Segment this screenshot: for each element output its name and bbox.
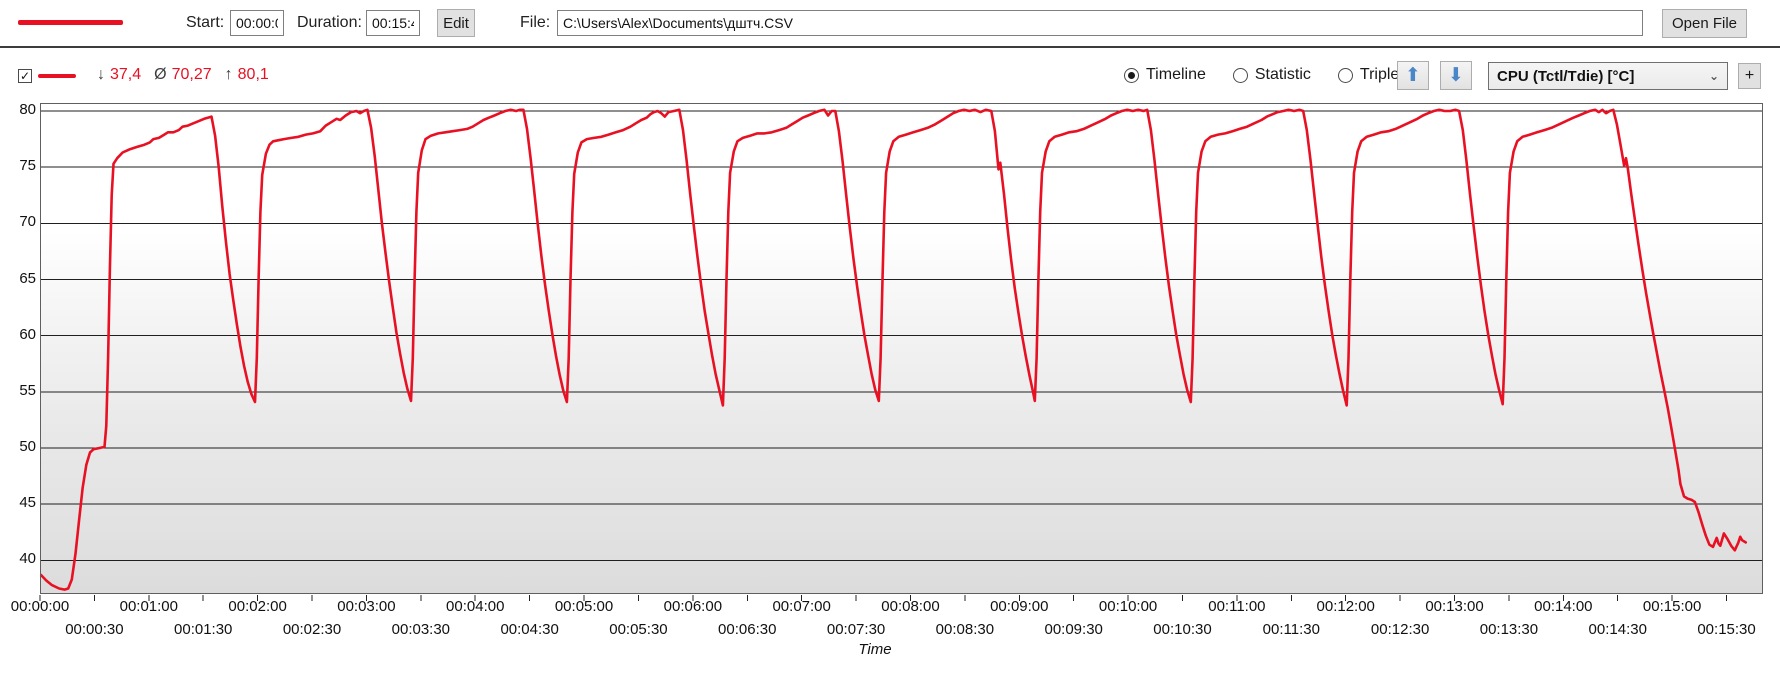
- view-mode-label: Triple: [1359, 66, 1400, 83]
- series-statistics: ↓ 37,4 Ø 70,27 ↑ 80,1: [97, 66, 269, 84]
- sensor-select-dropdown[interactable]: CPU (Tctl/Tdie) [°C] ⌄: [1488, 62, 1728, 90]
- x-axis-tick-label: 00:10:00: [1098, 598, 1158, 615]
- x-axis-tick-label: 00:04:00: [446, 598, 505, 615]
- start-label: Start:: [186, 14, 225, 31]
- x-axis-ticks: [39, 595, 1728, 601]
- y-axis-tick-label: 75: [19, 157, 36, 175]
- file-path-input[interactable]: [557, 10, 1643, 36]
- x-axis-tick-label: 00:14:00: [1534, 598, 1593, 615]
- move-series-down-button[interactable]: ⬇: [1440, 61, 1472, 90]
- x-axis-tick-label: 00:10:30: [1153, 621, 1212, 638]
- x-axis-tick-label: 00:15:30: [1697, 621, 1756, 638]
- series-color-swatch: [38, 74, 76, 78]
- y-axis-tick-label: 65: [19, 269, 36, 287]
- x-axis-tick-label: 00:05:00: [554, 598, 614, 615]
- view-mode-radio-group: Timeline Statistic Triple: [1124, 66, 1399, 84]
- time-axis-title: Time: [858, 641, 892, 658]
- min-value: 37,4: [110, 66, 142, 83]
- radio-icon: [1337, 67, 1353, 83]
- chart-svg: [41, 108, 1762, 591]
- radio-selected-icon: [1124, 67, 1139, 83]
- top-toolbar: Start: Duration: Edit File: Open File: [0, 0, 1780, 46]
- chevron-down-icon: ⌄: [1708, 69, 1719, 83]
- duration-input[interactable]: [366, 10, 420, 36]
- x-axis-tick-label: 00:00:00: [10, 598, 70, 615]
- x-axis-tick-label: 00:01:00: [119, 598, 178, 615]
- x-axis-tick-label: 00:08:30: [935, 621, 995, 638]
- x-axis-tick-label: 00:01:30: [174, 621, 233, 638]
- y-axis-tick-label: 45: [19, 494, 36, 512]
- x-axis-tick-label: 00:13:30: [1479, 621, 1539, 638]
- x-axis-tick-label: 00:07:00: [772, 598, 831, 615]
- add-series-button[interactable]: +: [1738, 63, 1761, 89]
- down-arrow-icon: ⬇: [1448, 65, 1464, 86]
- duration-label: Duration:: [297, 14, 362, 31]
- average-icon: Ø: [154, 66, 167, 83]
- view-mode-label: Statistic: [1254, 66, 1311, 83]
- move-series-up-button[interactable]: ⬆: [1397, 61, 1429, 90]
- series-visibility-checkbox[interactable]: ✓: [18, 69, 32, 83]
- x-axis-tick-label: 00:03:00: [337, 598, 396, 615]
- checkmark-icon: ✓: [19, 69, 31, 83]
- sensor-select-value: CPU (Tctl/Tdie) [°C]: [1497, 67, 1635, 85]
- x-axis-tick-label: 00:11:00: [1208, 598, 1266, 615]
- y-axis-tick-label: 55: [19, 381, 36, 399]
- x-axis-tick-label: 00:02:00: [228, 598, 287, 615]
- y-axis-tick-label: 70: [19, 213, 36, 231]
- y-axis-tick-label: 40: [19, 550, 36, 568]
- max-value: 80,1: [237, 66, 269, 83]
- x-axis-tick-label: 00:15:00: [1642, 598, 1702, 615]
- x-axis-tick-label: 00:11:30: [1262, 621, 1320, 638]
- file-label: File:: [520, 14, 551, 31]
- x-axis-tick-label: 00:14:30: [1588, 621, 1647, 638]
- y-axis-tick-label: 60: [19, 325, 36, 343]
- stat-max: ↑ 80,1: [225, 66, 269, 84]
- open-file-button[interactable]: Open File: [1662, 9, 1747, 38]
- x-axis-tick-label: 00:04:30: [500, 621, 559, 638]
- series-line: [41, 108, 1747, 591]
- avg-value: 70,27: [171, 66, 212, 83]
- y-axis-tick-label: 80: [19, 100, 36, 118]
- x-axis-tick-label: 00:12:30: [1370, 621, 1430, 638]
- view-mode-radio-statistic[interactable]: Statistic: [1232, 66, 1311, 84]
- up-arrow-icon: ⬆: [1405, 65, 1421, 86]
- x-axis-tick-label: 00:12:00: [1316, 598, 1375, 615]
- x-axis-tick-label: 00:06:00: [663, 598, 723, 615]
- x-axis-tick-label: 00:09:00: [990, 598, 1049, 615]
- max-arrow-icon: ↑: [224, 66, 233, 83]
- x-axis-tick-label: 00:08:00: [881, 598, 940, 615]
- x-axis-tick-label: 00:03:30: [391, 621, 451, 638]
- min-arrow-icon: ↓: [97, 66, 105, 83]
- x-axis-tick-label: 00:06:30: [718, 621, 777, 638]
- start-time-input[interactable]: [230, 10, 284, 36]
- x-axis-tick-label: 00:00:30: [65, 621, 124, 638]
- series-color-swatch: [18, 20, 123, 25]
- controls-row: ✓ ↓ 37,4 Ø 70,27 ↑ 80,1 Timeline Statisti…: [0, 48, 1780, 103]
- x-axis-tick-label: 00:09:30: [1044, 621, 1103, 638]
- chart-plot-area[interactable]: [40, 103, 1763, 594]
- x-axis-tick-label: 00:13:00: [1425, 598, 1484, 615]
- x-axis-tick-label: 00:05:30: [609, 621, 668, 638]
- view-mode-label: Timeline: [1146, 66, 1206, 83]
- edit-button[interactable]: Edit: [437, 9, 475, 37]
- stat-avg: Ø 70,27: [154, 66, 212, 84]
- view-mode-radio-triple[interactable]: Triple: [1337, 66, 1400, 84]
- stat-min: ↓ 37,4: [97, 66, 141, 84]
- radio-icon: [1232, 67, 1248, 83]
- view-mode-radio-timeline[interactable]: Timeline: [1124, 66, 1206, 84]
- y-axis-tick-label: 50: [19, 438, 36, 456]
- x-axis-tick-label: 00:02:30: [282, 621, 342, 638]
- toolbar-separator: [0, 46, 1780, 48]
- x-axis-tick-label: 00:07:30: [826, 621, 886, 638]
